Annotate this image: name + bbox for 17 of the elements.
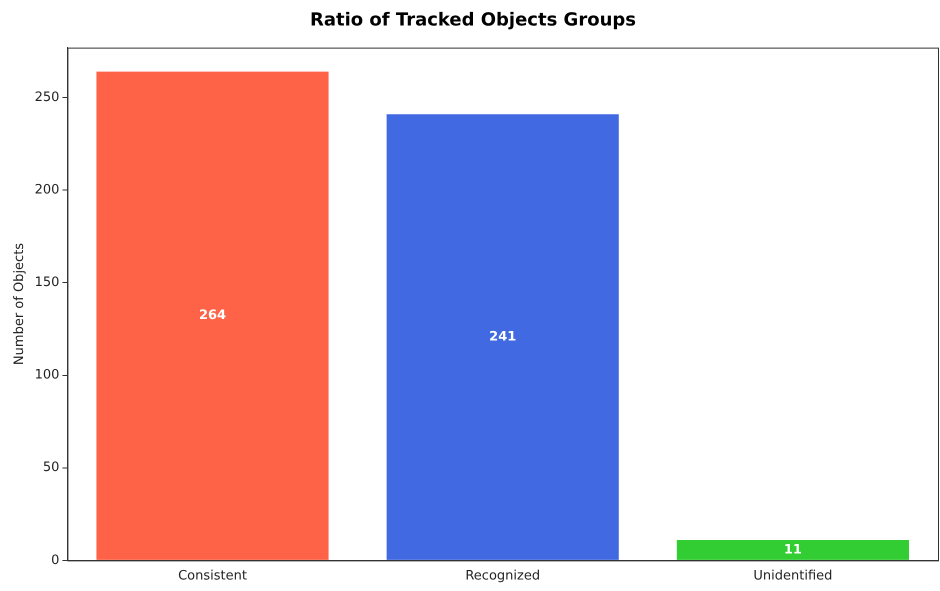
y-tick-label: 100 [34, 368, 60, 383]
x-tick-label: Unidentified [753, 568, 832, 584]
data-label: 11 [784, 542, 802, 558]
y-tick-label: 0 [51, 552, 60, 568]
y-tick-label: 150 [34, 275, 60, 290]
bar [96, 72, 329, 560]
y-axis-title: Number of Objects [12, 242, 28, 366]
bar [676, 540, 909, 560]
y-tick-label: 250 [34, 90, 60, 105]
bar [386, 114, 619, 560]
data-label: 241 [489, 329, 516, 344]
x-tick-label: Recognized [465, 568, 540, 584]
y-tick-label: 200 [34, 182, 60, 198]
y-tick-label: 50 [42, 460, 60, 476]
data-label: 264 [198, 308, 226, 324]
chart-title: Ratio of Tracked Objects Groups [310, 9, 636, 30]
x-tick-label: Consistent [178, 568, 247, 584]
